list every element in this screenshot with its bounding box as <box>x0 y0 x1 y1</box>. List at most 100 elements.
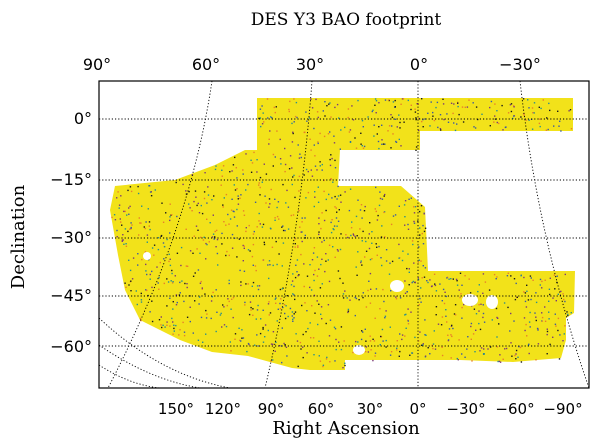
footprint-speckle <box>252 243 255 246</box>
footprint-speckle <box>292 132 294 135</box>
footprint-speckle <box>374 208 376 210</box>
footprint-speckle <box>562 293 564 295</box>
footprint-speckle <box>326 105 328 107</box>
footprint-speckle <box>288 108 290 111</box>
footprint-speckle <box>453 103 455 105</box>
footprint-speckle <box>373 124 375 126</box>
footprint-speckle <box>357 99 359 102</box>
footprint-speckle <box>216 238 219 241</box>
footprint-speckle <box>244 301 246 304</box>
footprint-speckle <box>263 243 266 246</box>
footprint-speckle <box>395 296 397 298</box>
footprint-speckle <box>383 211 385 214</box>
footprint-speckle <box>413 262 415 264</box>
footprint-speckle <box>432 347 434 350</box>
footprint-speckle <box>381 264 383 267</box>
footprint-speckle <box>365 340 367 342</box>
footprint-speckle <box>292 131 294 133</box>
footprint-speckle <box>171 317 173 320</box>
footprint-speckle <box>267 303 270 305</box>
footprint-speckle <box>270 116 272 118</box>
footprint-speckle <box>138 217 140 219</box>
footprint-speckle <box>464 106 466 108</box>
footprint-speckle <box>407 228 410 230</box>
footprint-speckle <box>316 169 318 171</box>
footprint-speckle <box>441 300 443 302</box>
footprint-speckle <box>330 154 332 156</box>
footprint-speckle <box>457 105 459 108</box>
footprint-speckle <box>314 269 316 272</box>
footprint-speckle <box>503 302 506 304</box>
footprint-speckle <box>420 287 422 289</box>
footprint-speckle <box>469 292 472 294</box>
footprint-speckle <box>349 129 352 131</box>
footprint-speckle <box>304 217 306 219</box>
footprint-speckle <box>256 226 258 228</box>
footprint-speckle <box>347 108 350 110</box>
footprint-speckle <box>205 309 207 312</box>
footprint-speckle <box>212 233 215 235</box>
footprint-speckle <box>252 308 254 310</box>
footprint-speckle <box>242 260 244 262</box>
footprint-speckle <box>314 165 317 167</box>
footprint-speckle <box>548 102 550 105</box>
footprint-speckle <box>356 274 358 276</box>
footprint-speckle <box>222 165 225 167</box>
plot-frame <box>98 80 590 389</box>
footprint-speckle <box>445 295 447 298</box>
footprint-speckle <box>497 360 499 363</box>
footprint-speckle <box>494 115 496 117</box>
footprint-speckle <box>549 109 551 112</box>
footprint-speckle <box>153 244 156 246</box>
footprint-speckle <box>384 99 387 101</box>
footprint-speckle <box>234 333 237 335</box>
footprint-speckle <box>498 360 501 363</box>
footprint-speckle <box>294 246 296 248</box>
footprint-speckle <box>279 302 281 305</box>
footprint-holes <box>143 252 498 355</box>
footprint-speckle <box>201 212 204 215</box>
footprint-speckle <box>400 145 402 147</box>
footprint-speckle <box>255 269 257 272</box>
footprint-speckle <box>173 327 175 330</box>
footprint-speckle <box>298 190 300 192</box>
footprint-speckle <box>281 327 283 329</box>
footprint-speckle <box>259 332 262 335</box>
footprint-speckle <box>278 218 280 220</box>
footprint-speckle <box>135 290 137 292</box>
footprint-speckle <box>306 120 308 122</box>
footprint-speckle <box>189 207 191 209</box>
footprint-speckle <box>436 101 439 104</box>
footprint-speckle <box>526 290 528 292</box>
footprint-speckle <box>288 168 291 170</box>
footprint-speckle <box>294 298 296 301</box>
footprint-speckle <box>564 325 566 327</box>
footprint-speckle <box>430 285 433 288</box>
footprint-speckle <box>369 335 371 337</box>
footprint-speckle <box>531 107 534 109</box>
footprint-speckle <box>427 347 429 349</box>
footprint-speckle <box>132 257 135 259</box>
footprint-speckle <box>527 344 530 346</box>
footprint-speckle <box>381 328 384 331</box>
footprint-speckle <box>323 190 325 193</box>
footprint-speckle <box>413 212 416 214</box>
footprint-speckle <box>262 326 264 329</box>
footprint-speckle <box>417 277 419 279</box>
footprint-speckle <box>334 159 336 162</box>
footprint-speckle <box>533 102 536 104</box>
footprint-speckle <box>148 185 151 187</box>
footprint-speckle <box>442 103 445 105</box>
footprint-speckle <box>385 260 388 262</box>
footprint-speckle <box>242 169 244 171</box>
footprint-speckle <box>206 313 208 315</box>
footprint-speckle <box>328 103 330 105</box>
footprint-speckle <box>154 189 156 191</box>
footprint-speckle <box>185 193 188 195</box>
footprint-speckle <box>409 354 411 356</box>
footprint-speckle <box>461 317 463 319</box>
footprint-speckle <box>283 304 286 306</box>
footprint-speckle <box>176 215 178 218</box>
footprint-speckle <box>125 286 127 288</box>
footprint-speckle <box>419 227 421 229</box>
